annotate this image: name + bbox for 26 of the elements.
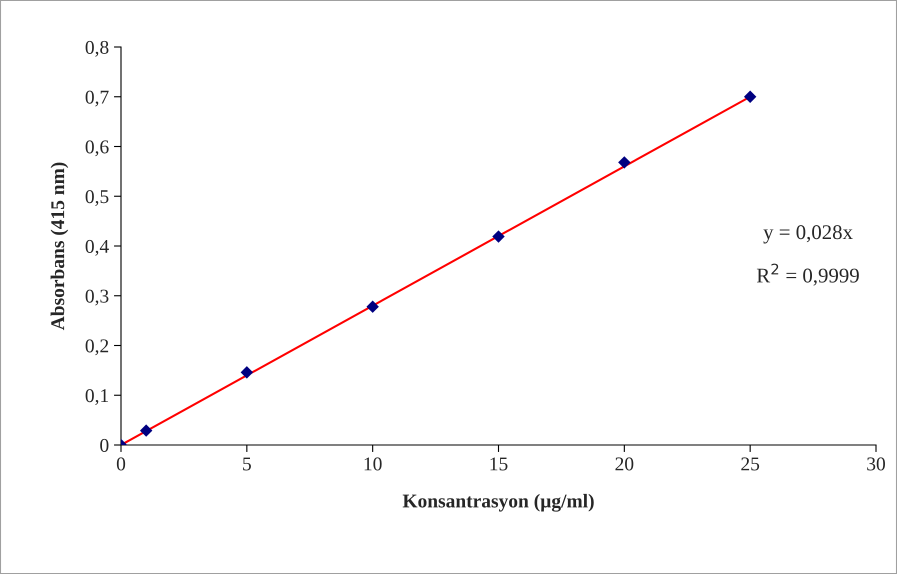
point bbox=[744, 90, 756, 103]
point bbox=[240, 366, 254, 379]
point bbox=[366, 300, 379, 313]
point bbox=[140, 424, 152, 437]
annotation: y = 0,028x bbox=[763, 225, 853, 244]
y-tick-label: 0,6 bbox=[86, 140, 109, 156]
x-tick-label: 30 bbox=[867, 457, 885, 470]
point bbox=[618, 156, 631, 169]
y-tick-label: 0,2 bbox=[86, 339, 108, 356]
y-tick-label: 0 bbox=[100, 438, 108, 452]
y-tick-label: 0,3 bbox=[86, 290, 108, 306]
y-axis-title: Absorbans (415 nm) bbox=[50, 162, 68, 330]
x-axis-title: Konsantrasyon (µg/ml) bbox=[402, 494, 594, 512]
x-tick-label: 15 bbox=[490, 457, 508, 470]
x-tick-label: 5 bbox=[243, 458, 251, 470]
x-tick-label: 10 bbox=[364, 457, 382, 470]
y-tick-label: 0,8 bbox=[86, 40, 108, 57]
y-tick-label: 0,4 bbox=[86, 240, 109, 256]
annotation: R$^{2}$ = 0,9999 bbox=[756, 264, 859, 286]
y-tick-label: 0,7 bbox=[86, 90, 109, 106]
y-tick-label: 0,5 bbox=[86, 190, 108, 206]
y-tick-label: 0,1 bbox=[86, 389, 108, 405]
x-tick-label: 20 bbox=[615, 457, 634, 470]
point bbox=[492, 230, 505, 243]
x-tick-label: 0 bbox=[116, 457, 126, 470]
x-tick-label: 25 bbox=[741, 457, 760, 470]
